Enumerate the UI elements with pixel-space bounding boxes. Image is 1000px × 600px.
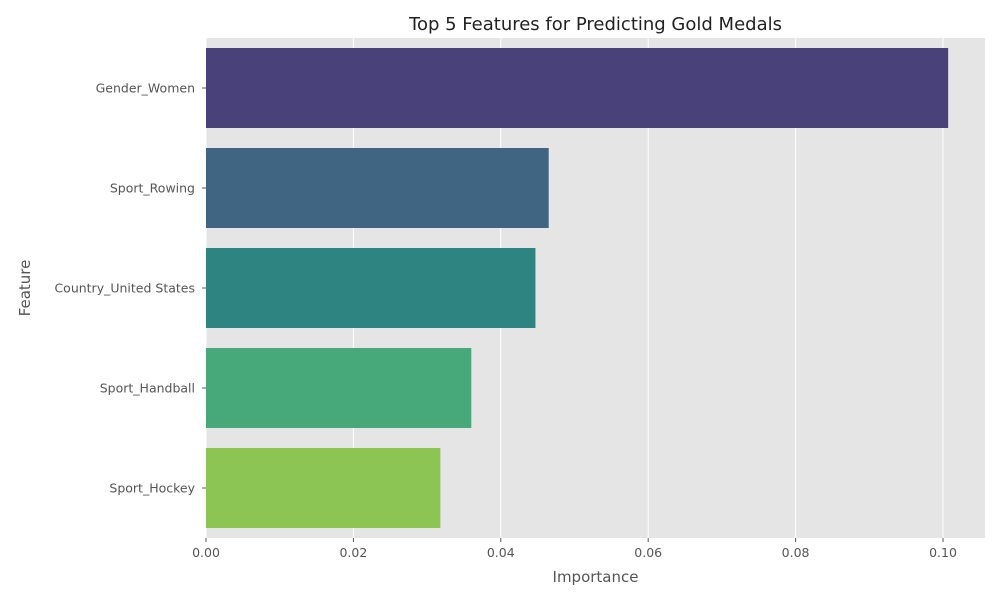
x-tick-label: 0.08 bbox=[782, 545, 810, 560]
x-tick-label: 0.00 bbox=[192, 545, 220, 560]
bars bbox=[206, 48, 949, 528]
x-tick-label: 0.10 bbox=[929, 545, 957, 560]
bar-country-united-states bbox=[206, 248, 536, 328]
y-tick-label: Sport_Rowing bbox=[110, 181, 195, 196]
x-tick-label: 0.06 bbox=[634, 545, 662, 560]
x-axis-label: Importance bbox=[553, 568, 639, 586]
bar-gender-women bbox=[206, 48, 949, 128]
bar-sport-hockey bbox=[206, 448, 441, 528]
chart-title: Top 5 Features for Predicting Gold Medal… bbox=[408, 14, 782, 35]
bar-sport-rowing bbox=[206, 148, 549, 228]
y-tick-label: Country_United States bbox=[54, 281, 195, 296]
y-tick-label: Gender_Women bbox=[96, 81, 195, 96]
x-tick-label: 0.04 bbox=[487, 545, 515, 560]
y-tick-label: Sport_Hockey bbox=[109, 481, 195, 496]
x-axis-ticks: 0.00 0.02 0.04 0.06 0.08 0.10 bbox=[192, 538, 957, 560]
y-axis-label: Feature bbox=[16, 260, 34, 317]
y-axis-ticks: Gender_Women Sport_Rowing Country_United S… bbox=[54, 81, 206, 496]
bar-sport-handball bbox=[206, 348, 472, 428]
y-tick-label: Sport_Handball bbox=[100, 381, 195, 396]
x-tick-label: 0.02 bbox=[339, 545, 367, 560]
